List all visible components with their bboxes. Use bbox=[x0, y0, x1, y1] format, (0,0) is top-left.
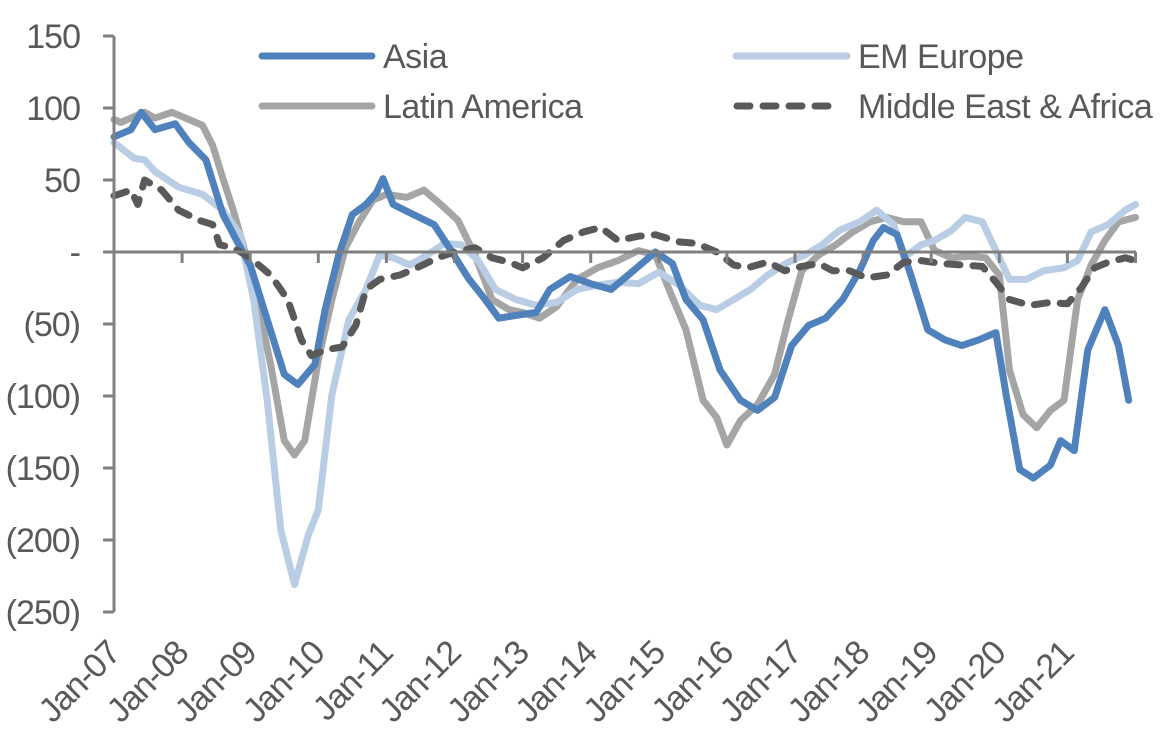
y-tick-label: 150 bbox=[26, 18, 80, 56]
legend-item-middle-east-africa[interactable]: Middle East & Africa bbox=[733, 88, 1153, 126]
legend-item-em-europe[interactable]: EM Europe bbox=[732, 38, 1024, 76]
y-tick-label: 100 bbox=[26, 90, 80, 128]
y-tick-label: - bbox=[70, 234, 80, 272]
series-line-em-europe bbox=[110, 139, 1139, 589]
x-axis-ticks: Jan-07Jan-08Jan-09Jan-10Jan-11Jan-12Jan-… bbox=[32, 252, 1137, 730]
y-axis-ticks: 150 100 50 - (50) (100) (150) (200) (250) bbox=[6, 18, 114, 632]
y-tick-label: (200) bbox=[6, 522, 80, 560]
series-layer bbox=[110, 108, 1139, 589]
y-tick-label: (250) bbox=[6, 594, 80, 632]
series-line-asia bbox=[110, 108, 1133, 482]
y-tick-label: (50) bbox=[24, 306, 80, 344]
legend-label-em-europe: EM Europe bbox=[858, 38, 1024, 76]
legend-item-asia[interactable]: Asia bbox=[258, 38, 448, 76]
legend-label-middle-east-africa: Middle East & Africa bbox=[858, 88, 1153, 126]
legend-label-latin-america: Latin America bbox=[383, 88, 583, 126]
y-tick-label: (150) bbox=[6, 450, 80, 488]
y-tick-label: 50 bbox=[44, 162, 80, 200]
y-tick-label: (100) bbox=[6, 378, 80, 416]
series-line-middle-east-africa bbox=[110, 176, 1139, 360]
legend-label-asia: Asia bbox=[383, 38, 448, 76]
legend-item-latin-america[interactable]: Latin America bbox=[258, 88, 584, 126]
legend: Asia Latin America EM Europe Middle East… bbox=[258, 38, 1153, 126]
